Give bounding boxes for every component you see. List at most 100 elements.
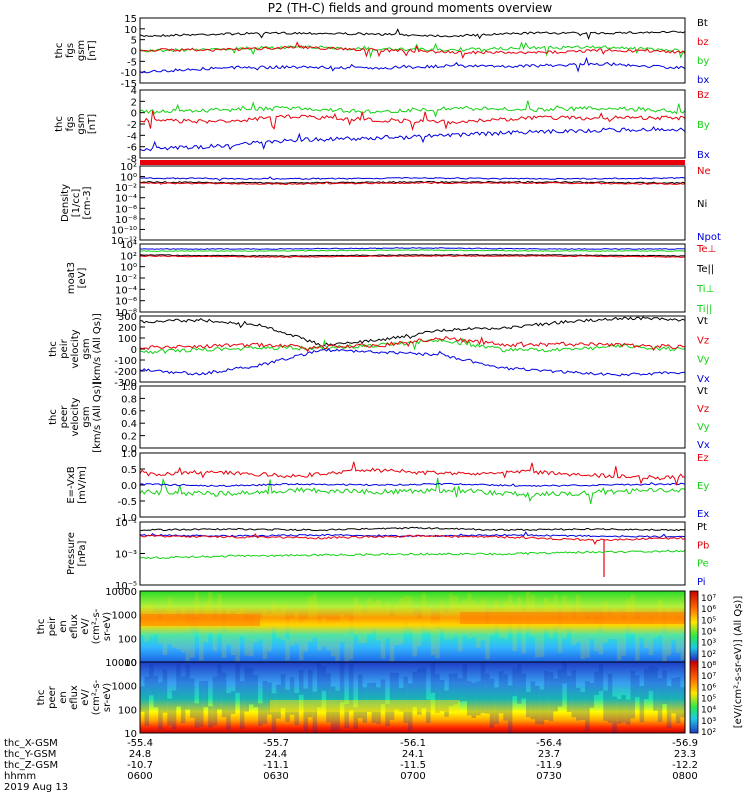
spectrogram-streak: [171, 690, 177, 730]
y-tick-label: 10⁻³: [115, 550, 137, 561]
spectrogram-streak: [435, 674, 440, 713]
series-line-te-perp: [139, 255, 686, 258]
legend-entry: Pb: [697, 540, 709, 551]
y-tick-label: 10000: [105, 587, 137, 598]
y-label-line: [mV/m]: [77, 466, 88, 504]
spectrogram-streak: [562, 662, 567, 684]
spectrogram-streak: [339, 614, 345, 643]
y-tick-label: -200: [114, 367, 137, 378]
x-row-value: -10.7: [127, 760, 153, 771]
spectrogram-streak: [476, 603, 481, 648]
y-tick-label: -6: [127, 143, 137, 154]
spectrogram-streak: [485, 673, 490, 714]
spectrogram-streak: [666, 607, 672, 656]
y-label-line: sr-eV): [102, 612, 113, 641]
x-row-value: 0800: [672, 771, 697, 782]
y-tick-label: 10: [124, 658, 137, 669]
spectrogram-streak: [426, 607, 431, 630]
spectrogram-streak: [389, 672, 395, 720]
y-tick-label: 100: [118, 705, 137, 716]
x-row-value: -56.4: [536, 738, 562, 749]
y-tick-label: 1000: [112, 682, 137, 693]
spectrogram-streak: [557, 628, 563, 653]
spectrogram-streak: [376, 600, 381, 641]
flag-bar: [140, 160, 685, 165]
spectrogram-streak: [217, 664, 222, 710]
spectrogram-streak: [408, 596, 413, 626]
legend-entry: Vy: [697, 355, 710, 366]
spectrogram-streak: [353, 597, 358, 635]
series-line-pe: [139, 549, 686, 560]
colorbar-tick: 10⁷: [701, 594, 716, 604]
y-label-line: thc: [48, 409, 59, 425]
spectrogram-streak: [421, 593, 427, 625]
y-label-line: gsm: [76, 113, 87, 134]
spectrogram-streak: [680, 687, 685, 718]
spectrogram-streak: [476, 681, 481, 716]
x-row-value: 23.7: [538, 749, 560, 760]
x-row-value: 0700: [400, 771, 425, 782]
y-label-line: gsm: [81, 406, 92, 427]
panel-frame: [139, 661, 686, 734]
spectrogram-streak: [312, 593, 318, 638]
x-row-value: -11.5: [400, 760, 426, 771]
panel-peir_spec: thc peir en eflux eV/(cm²-s-sr-eV) 10000 1000 1…: [36, 587, 686, 669]
spectrogram-streak: [539, 608, 545, 657]
spectrogram-streak: [230, 614, 236, 655]
spectrogram-streak: [226, 693, 231, 730]
spectrogram-streak: [648, 665, 654, 691]
spectrogram-streak: [249, 628, 254, 657]
y-tick-label: 200: [118, 323, 137, 334]
series-line-by2: [139, 100, 686, 118]
y-label-line: velocity: [70, 397, 81, 436]
series-line-ey: [139, 477, 686, 505]
spectrogram-streak: [253, 675, 258, 708]
spectrogram-streak: [594, 622, 599, 652]
colorbar-tick: 10²: [701, 728, 716, 738]
spectrogram-streak: [526, 591, 531, 619]
x-row-value: -55.4: [127, 738, 153, 749]
spectrogram-streak: [190, 678, 195, 718]
spectrogram-streak: [280, 674, 286, 708]
panel-frame: [139, 89, 686, 159]
y-tick-label: 10⁻¹⁰: [111, 225, 137, 236]
spectrogram-streak: [176, 616, 181, 650]
spectrogram-streak: [485, 623, 490, 660]
y-tick-label: 10⁻¹: [115, 518, 137, 529]
spectrogram-streak: [394, 603, 399, 646]
y-label-line: peer: [59, 405, 70, 429]
spectrogram-streak: [339, 663, 345, 703]
spectrogram-streak: [535, 685, 540, 725]
spectrogram-streak: [544, 671, 549, 720]
spectrogram-streak: [308, 669, 313, 718]
series-line-bz: [139, 41, 686, 59]
spectrogram-streak: [598, 632, 604, 655]
spectrogram-streak: [367, 598, 372, 635]
y-tick-label: 10⁻⁴: [115, 194, 137, 205]
y-label-line: fgs: [65, 43, 76, 58]
spectrogram-streak: [299, 670, 304, 695]
series-line-ez: [139, 461, 686, 487]
y-tick-label: -4: [127, 131, 137, 142]
y-tick-label: 10000: [105, 658, 137, 669]
series-line-bz2: [139, 110, 686, 131]
spectrogram-streak: [530, 681, 536, 720]
spectrogram-streak: [371, 682, 377, 723]
spectrogram-streak: [312, 691, 318, 733]
spectrogram-streak: [267, 682, 272, 715]
y-tick-label: -8: [127, 154, 137, 165]
y-tick-label: 1.0: [121, 449, 137, 460]
colorbar-tick: 10⁵: [701, 616, 716, 626]
spectrogram-streak: [276, 611, 281, 638]
spectrogram-streak: [330, 622, 336, 657]
y-tick-label: -300: [114, 378, 137, 389]
x-row-value: 24.4: [265, 749, 287, 760]
y-tick-label: 0: [131, 47, 137, 58]
spectrogram-streak: [408, 683, 413, 731]
y-label-line: [nT]: [87, 114, 98, 134]
series-line-vx: [139, 348, 686, 377]
y-tick-label: 1.0: [121, 382, 137, 393]
spectrogram-streak: [430, 662, 436, 693]
spectrogram-streak: [235, 612, 240, 662]
